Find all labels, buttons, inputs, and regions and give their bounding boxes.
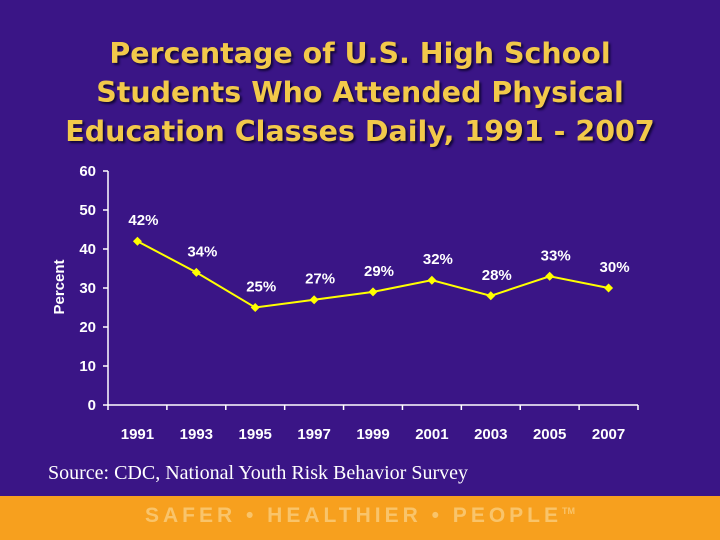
data-point-marker <box>368 287 378 297</box>
tagline-text: SAFER • HEALTHIER • PEOPLE <box>144 504 562 527</box>
chart-title-line-3: Education Classes Daily, 1991 - 2007 <box>65 115 655 148</box>
data-point-marker <box>250 303 260 312</box>
line-chart: 0 10 20 30 40 50 60 1991 1993 1995 1997 1999 2001 200… <box>51 163 639 443</box>
chart-title: Percentage of U.S. High School Students … <box>0 34 720 151</box>
data-label: 34% <box>187 243 217 260</box>
x-tick-label: 1993 <box>180 426 213 443</box>
y-tick-label: 40 <box>79 241 96 258</box>
data-labels: 42% 34% 25% 27% 29% 32% 28% 33% 30% <box>128 212 629 295</box>
x-tick-label: 2005 <box>533 426 566 443</box>
data-point-marker <box>309 295 319 305</box>
footer-bar: SAFER • HEALTHIER • PEOPLETM <box>0 496 720 540</box>
source-note: Source: CDC, National Youth Risk Behavio… <box>48 462 468 484</box>
data-point-marker <box>545 271 555 281</box>
x-tick-label: 2003 <box>474 426 507 443</box>
chart-series <box>132 236 614 312</box>
x-tick-label: 2007 <box>592 426 625 443</box>
chart-title-line-2: Students Who Attended Physical <box>96 76 624 109</box>
chart-ticks: 0 10 20 30 40 50 60 1991 1993 1995 1997 1999 2001 200… <box>79 163 639 443</box>
data-point-marker <box>486 291 496 301</box>
y-tick-label: 50 <box>79 202 96 219</box>
y-tick-label: 10 <box>79 358 96 375</box>
data-label: 25% <box>246 279 276 296</box>
chart-title-line-1: Percentage of U.S. High School <box>109 37 611 70</box>
trademark-mark: TM <box>562 506 575 516</box>
data-label: 42% <box>128 212 158 229</box>
data-point-marker <box>427 275 437 285</box>
data-label: 28% <box>482 267 512 284</box>
y-tick-label: 60 <box>79 163 96 180</box>
data-label: 32% <box>423 251 453 268</box>
footer-tagline: SAFER • HEALTHIER • PEOPLETM <box>0 504 720 528</box>
data-label: 27% <box>305 271 335 288</box>
x-tick-label: 1997 <box>297 426 330 443</box>
x-tick-label: 1999 <box>356 426 389 443</box>
y-tick-label: 20 <box>79 319 96 336</box>
x-tick-label: 1991 <box>121 426 154 443</box>
y-axis-label: Percent <box>51 259 68 314</box>
x-tick-label: 1995 <box>239 426 272 443</box>
y-tick-label: 0 <box>88 397 96 414</box>
y-tick-label: 30 <box>79 280 96 297</box>
data-label: 33% <box>541 247 571 264</box>
data-label: 30% <box>600 259 630 276</box>
data-point-marker <box>191 267 201 277</box>
data-label: 29% <box>364 263 394 280</box>
data-point-marker <box>132 236 142 246</box>
data-point-marker <box>604 283 614 293</box>
x-tick-label: 2001 <box>415 426 448 443</box>
